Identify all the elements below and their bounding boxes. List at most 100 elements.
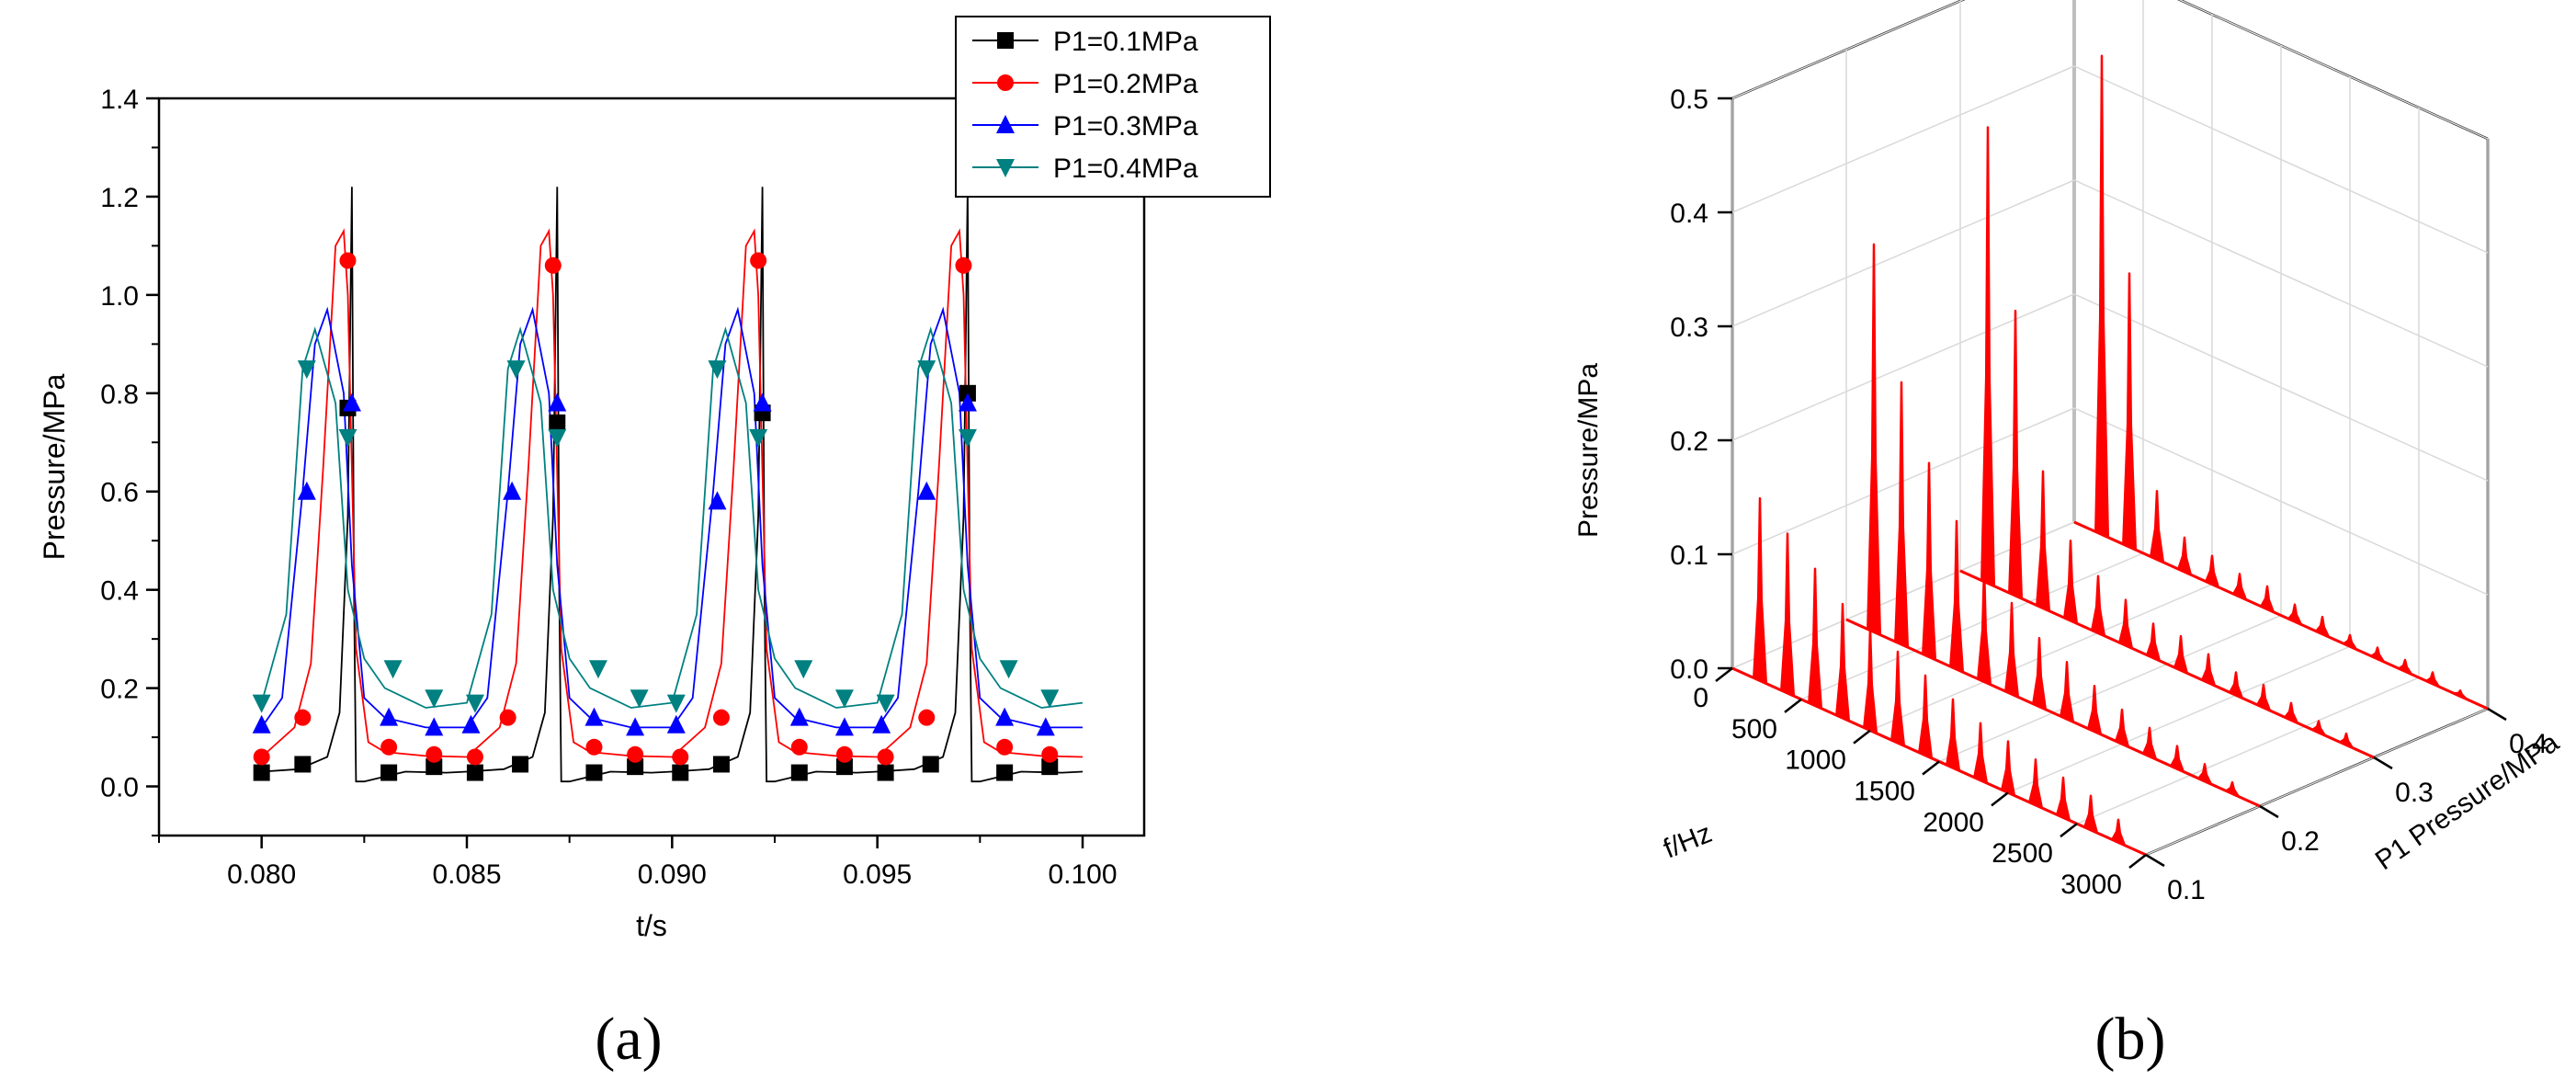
- y-tick-label: 0.2: [100, 675, 139, 705]
- f-tick: [1922, 760, 1940, 776]
- series-2-marker: [835, 745, 853, 763]
- spectrum-0.2: [1845, 243, 2261, 808]
- spectrum-baseline-0.4: [2073, 520, 2489, 711]
- legend-label-4: P1=0.4MPa: [1053, 154, 1198, 184]
- x-tick-label: 0.090: [638, 859, 707, 890]
- f-tick-label: 1000: [1785, 745, 1846, 776]
- y-tick-label: 1.2: [100, 183, 139, 213]
- series-4-marker: [708, 360, 727, 380]
- p-tick-label: 0.2: [2281, 826, 2320, 857]
- f-tick-label: 500: [1731, 714, 1777, 745]
- series-1-marker: [672, 764, 689, 781]
- p-tick-label: 0.3: [2395, 778, 2434, 808]
- series-4-marker: [630, 689, 649, 709]
- series-3-marker: [917, 481, 936, 500]
- legend-marker-4: [996, 159, 1015, 177]
- series-2-marker: [585, 738, 603, 756]
- series-4-marker: [834, 689, 854, 709]
- series-2-marker: [339, 252, 357, 269]
- series-4-marker: [794, 660, 813, 679]
- series-3-marker: [252, 714, 271, 734]
- series-2-marker: [499, 709, 516, 726]
- series-1-marker: [627, 758, 644, 776]
- panel-a-ylabel: Pressure/MPa: [38, 373, 71, 560]
- series-2-marker: [466, 748, 483, 766]
- series-1-marker: [877, 764, 894, 781]
- series-3-marker: [297, 481, 316, 500]
- legend-marker-1: [997, 32, 1014, 49]
- z-tick-label: 0.3: [1670, 313, 1708, 343]
- series-2-marker: [1041, 745, 1059, 763]
- legend-label-2: P1=0.2MPa: [1053, 69, 1198, 99]
- p-tick-label: 0.1: [2167, 875, 2206, 905]
- series-1-marker: [712, 756, 730, 773]
- series-4-marker: [876, 694, 895, 713]
- series-3-marker: [1036, 717, 1055, 736]
- series-2-marker: [918, 709, 936, 726]
- series-1-marker: [426, 758, 443, 776]
- series-1-marker: [922, 756, 939, 773]
- series-3-marker: [708, 491, 727, 510]
- series-4-marker: [666, 694, 686, 713]
- series-1-marker: [585, 764, 603, 781]
- f-floor-gridline: [2145, 708, 2489, 856]
- series-3-marker: [995, 707, 1015, 726]
- legend-marker-3: [996, 115, 1015, 133]
- p-tick: [2145, 853, 2165, 868]
- z-tick-label: 0.2: [1670, 427, 1708, 457]
- x-tick-label: 0.085: [432, 859, 501, 890]
- panel-a-caption: (a): [595, 1006, 662, 1073]
- series-2-marker: [294, 709, 312, 726]
- y-tick-label: 0.6: [100, 478, 139, 508]
- legend-label-3: P1=0.3MPa: [1053, 111, 1198, 142]
- series-2-marker: [253, 748, 270, 766]
- f-tick-label: 3000: [2060, 870, 2122, 900]
- x-tick-label: 0.100: [1048, 859, 1117, 890]
- series-2-marker: [996, 738, 1014, 756]
- series-2-marker: [877, 748, 894, 766]
- series-line-2: [261, 228, 1084, 758]
- series-3-marker: [548, 392, 567, 412]
- f-floor-gridline: [2076, 677, 2420, 825]
- f-tick: [1991, 791, 2009, 807]
- series-1-marker: [549, 414, 566, 431]
- series-3-marker: [872, 714, 891, 734]
- series-2-marker: [790, 738, 808, 756]
- z-tick-label: 0.4: [1670, 199, 1708, 229]
- series-3-marker: [753, 392, 772, 412]
- series-2-marker: [672, 748, 689, 766]
- legend-label-1: P1=0.1MPa: [1053, 27, 1198, 57]
- series-1-marker: [253, 764, 270, 781]
- series-4-marker: [917, 360, 936, 380]
- series-2-marker: [426, 745, 443, 763]
- f-tick-label: 2500: [1992, 838, 2053, 869]
- series-line-1: [261, 187, 1084, 783]
- series-3-marker: [626, 717, 645, 736]
- series-4-marker: [506, 360, 526, 380]
- f-tick-label: 0: [1693, 683, 1708, 713]
- series-1-marker: [1041, 758, 1059, 776]
- series-4-marker: [588, 660, 607, 679]
- series-1-marker: [512, 756, 529, 773]
- spectrum-baseline-0.3: [1959, 569, 2375, 759]
- panel-b-caption: (b): [2095, 1006, 2166, 1073]
- spectrum-baseline-0.2: [1845, 618, 2261, 808]
- y-tick-label: 1.0: [100, 281, 139, 312]
- series-3-marker: [584, 707, 604, 726]
- z-tick-label: 0.1: [1670, 540, 1708, 571]
- series-2-marker: [750, 252, 767, 269]
- z-tick-label: 0.0: [1670, 654, 1708, 685]
- series-1-marker: [466, 764, 483, 781]
- panel-a-chart: 0.0 0.2 0.4 0.6 0.8 1.0 1.2 1.4 0.080 0.085 0.090 0…: [38, 16, 1271, 1073]
- y-tick-label: 1.4: [100, 85, 139, 115]
- series-3-marker: [425, 717, 444, 736]
- p-tick-label: 0.4: [2509, 729, 2548, 759]
- series-2-marker: [712, 709, 730, 726]
- series-3-marker: [461, 714, 481, 734]
- y-tick-label: 0.8: [100, 380, 139, 410]
- y-tick-label: 0.4: [100, 576, 139, 607]
- f-tick: [2128, 854, 2147, 869]
- series-4-marker: [749, 428, 768, 448]
- series-3-marker: [789, 707, 809, 726]
- series-1-marker: [835, 758, 853, 776]
